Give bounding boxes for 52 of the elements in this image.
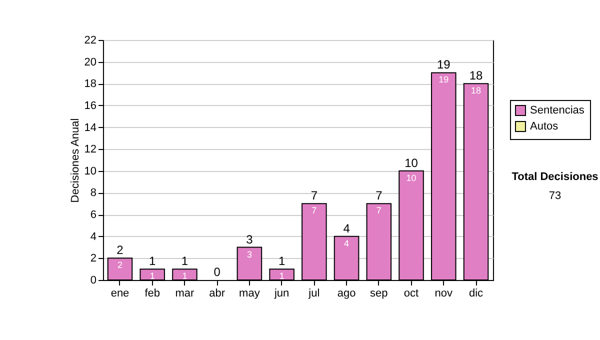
text: Total Decisiones xyxy=(512,171,598,183)
data-label: 18 xyxy=(471,86,482,96)
x-tick-label: feb xyxy=(144,288,160,300)
x-tick-label: nov xyxy=(434,288,454,300)
data-label: 2 xyxy=(117,260,122,270)
x-tick-label: ene xyxy=(110,288,130,300)
y-tick-label: 0 xyxy=(90,274,96,286)
total-label: 3 xyxy=(246,232,254,246)
x-tick-label: sep xyxy=(370,288,388,300)
data-label: 1 xyxy=(182,271,188,282)
x-tick-label: oct xyxy=(404,288,419,300)
total-label: 1 xyxy=(149,254,156,268)
data-label: 10 xyxy=(406,172,416,183)
y-tick-label: 20 xyxy=(84,56,96,68)
legend-label: Sentencias xyxy=(530,104,585,116)
total-label: 18 xyxy=(469,68,483,83)
x-tick-label: abr xyxy=(209,288,226,300)
text: 73 xyxy=(548,190,562,202)
x-tick-label: dic xyxy=(468,288,484,300)
y-axis-title: Decisiones Anual xyxy=(69,118,82,203)
data-label: 7 xyxy=(376,206,382,216)
y-tick-label: 6 xyxy=(90,209,96,222)
y-tick-label: 8 xyxy=(90,187,96,200)
x-tick-label: may xyxy=(239,288,260,300)
total-label: 4 xyxy=(343,221,350,236)
total-label: 2 xyxy=(116,243,124,258)
y-tick-label: 10 xyxy=(84,165,96,178)
data-label: 4 xyxy=(344,238,350,248)
data-label: 1 xyxy=(279,271,284,282)
data-label: 3 xyxy=(246,249,252,260)
total-label: 0 xyxy=(214,265,221,279)
data-label: 7 xyxy=(312,206,317,216)
data-label: 1 xyxy=(150,271,155,282)
total-label: 10 xyxy=(404,156,418,170)
data-label: 19 xyxy=(438,74,449,85)
total-label: 1 xyxy=(278,254,286,268)
y-tick-label: 16 xyxy=(84,100,96,112)
total-label: 19 xyxy=(436,58,451,72)
y-tick-label: 2 xyxy=(90,252,96,265)
y-tick-label: 22 xyxy=(84,34,96,46)
y-tick-label: 18 xyxy=(84,78,96,90)
x-tick-label: jul xyxy=(308,288,320,300)
y-tick-label: 12 xyxy=(84,144,96,156)
total-label: 7 xyxy=(310,188,318,203)
y-tick-label: 4 xyxy=(90,230,96,243)
x-tick-label: ago xyxy=(337,288,356,300)
legend-label: Autos xyxy=(530,120,559,132)
x-tick-label: jun xyxy=(273,288,290,300)
y-tick-label: 14 xyxy=(84,122,96,134)
x-tick-label: mar xyxy=(175,288,195,300)
total-label: 1 xyxy=(181,254,188,268)
total-label: 7 xyxy=(376,188,383,203)
